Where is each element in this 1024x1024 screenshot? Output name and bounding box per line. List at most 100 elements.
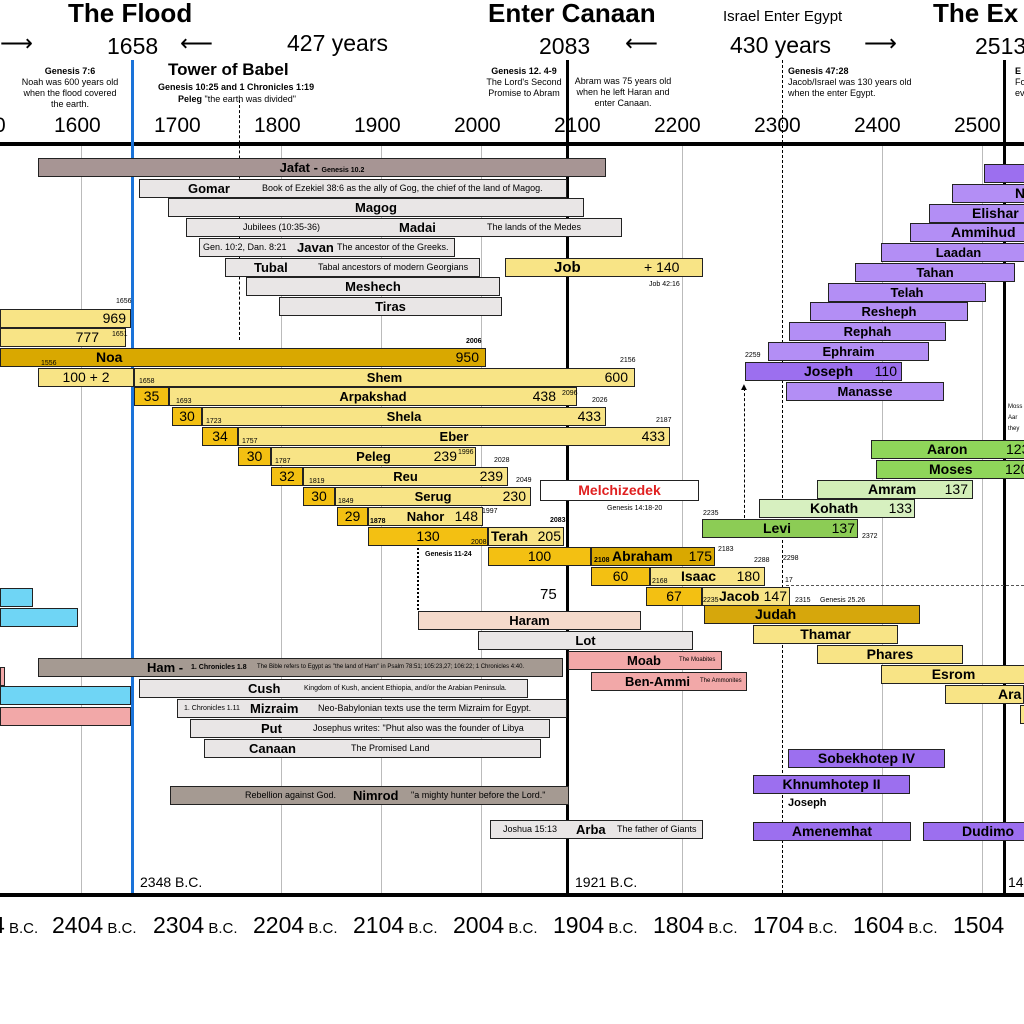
dotted-line [417,548,419,610]
top-axis-label: 1800 [254,114,301,137]
joseph-dashed [744,388,745,518]
exodus-year: 2513 [975,33,1024,59]
bar-arp-pre: 35 [134,387,169,406]
yr-1556: 1556 [41,360,57,367]
bottom-axis-label: 2404 B.C. [52,912,137,938]
bottom-axis-label: 1904 B.C. [553,912,638,938]
bar-cyan-1 [0,588,33,607]
canaan-bc: 1921 B.C. [575,874,638,890]
bar-put: Put Josephus writes: "Phut also was the f… [190,719,550,738]
bar-elishar: Elishar [929,204,1024,223]
bar-nahor-pre: 29 [337,507,368,526]
bar-javan: Gen. 10:2, Dan. 8:21 Javan The ancestor of… [199,238,455,257]
bar-tubal: Tubal Tabal ancestors of modern Georgians [225,258,480,277]
bar-sobekhotep: Sobekhotep IV [788,749,945,768]
bar-terah: Terah 205 [488,527,564,546]
bar-cut [1020,705,1024,724]
bar-lot: Lot [478,631,693,650]
yr-2315: 2315 [795,597,811,604]
bar-reu: Reu 239 [303,467,508,486]
bar-melchizedek: Melchizedek [540,480,699,501]
bar-moses: Moses120 [876,460,1024,479]
bar-abraham-pre: 100 [488,547,591,566]
gridline [281,146,282,893]
bar-phares: Phares [817,645,963,664]
bar-nimrod: Rebellion against God. Nimrod "a mighty hu… [170,786,569,805]
top-axis-label: 2300 [754,114,801,137]
bar-peleg-pre: 30 [238,447,271,466]
bar-ephraim: Ephraim [768,342,929,361]
yr-2049: 2049 [516,477,532,484]
bottom-axis-label: 2204 B.C. [253,912,338,938]
bar-jacob: Jacob 147 [702,587,790,606]
top-axis-label: 2000 [454,114,501,137]
bar-khnumhotep: Khnumhotep II [753,775,910,794]
bar-esrom: Esrom [881,665,1024,684]
bar-noa: Noa 950 [0,348,486,367]
bar-cyan-2 [0,608,78,627]
yr-1819: 1819 [309,478,325,485]
note-jacob: Genesis 47:28 Jacob/Israel was 130 years … [788,66,912,98]
egypt-label: Israel Enter Egypt [723,8,843,25]
seventy-five: 75 [540,586,557,603]
bar-moab: Moab The Moabites [568,651,722,670]
bar-777: 777 [0,328,126,347]
gridline [882,146,883,893]
job-ref: Job 42:16 [649,281,680,288]
yr-1693: 1693 [176,398,192,405]
top-axis-label: 1600 [54,114,101,137]
egypt-dashed-line [782,60,783,893]
bar-meshech: Meshech [246,277,500,296]
bar-jacob-pre: 67 [646,587,702,606]
right-bc: 14 [1008,874,1024,890]
bar-pink-1 [0,667,5,686]
bar-shem: Shem 600 [134,368,635,387]
bar-cyan-3 [0,686,131,705]
yr-1757: 1757 [242,438,258,445]
yr-2187: 2187 [656,417,672,424]
yr-2372: 2372 [862,533,878,540]
up-arrow-icon: ▲ [739,382,749,393]
judah-17: 17 [785,577,793,584]
bar-abraham: Abraham 175 [591,547,715,566]
bottom-axis-label: 4 B.C. [0,912,39,938]
bottom-rule [0,893,1024,897]
note-flood: Genesis 7:6 Noah was 600 years old when t… [21,66,119,109]
bar-serug-pre: 30 [303,487,335,506]
top-axis-label: 1700 [154,114,201,137]
right-arrow-icon: ⟶ [0,30,33,56]
bar-madai: Jubilees (10:35-36) Madai The lands of the… [186,218,622,237]
top-axis-label: 1900 [354,114,401,137]
bottom-axis-label: 2104 B.C. [353,912,438,938]
bar-isaac: Isaac 180 [650,567,765,586]
joseph-label: Joseph [788,797,827,809]
yr-2259: 2259 [745,352,761,359]
yr-2108: 2108 [594,557,610,564]
dashed-horizontal [786,585,1024,586]
bar-thamar: Thamar [753,625,898,644]
bar-cut-purple [984,164,1024,183]
bar-judah: Judah [704,605,920,624]
melch-ref: Genesis 14:18-20 [607,505,663,512]
bar-amram: Amram 137 [817,480,973,499]
bar-joseph: Joseph 110 [745,362,902,381]
bar-cush: Cush Kingdom of Kush, ancient Ethiopia, a… [139,679,528,698]
yr-1723: 1723 [206,418,222,425]
bar-telah: Telah [828,283,986,302]
bar-peleg: Peleg 239 [271,447,476,466]
bar-rephah: Rephah [789,322,946,341]
yr-1651: 1651 [112,331,128,338]
bar-reu-pre: 32 [271,467,303,486]
flood-line [131,60,134,893]
bar-ammihud: Ammihud [910,223,1024,242]
bottom-axis-label: 1504 [953,912,1005,938]
yr-1787: 1787 [275,458,291,465]
bar-isaac-pre: 60 [591,567,650,586]
flood-year: 1658 [107,33,159,59]
note-right: E Fo ev [1015,66,1024,98]
flood-title: The Flood [68,0,193,28]
yr-2008: 2008 [471,539,487,546]
bar-shela-pre: 30 [172,407,202,426]
yr-2026: 2026 [592,397,608,404]
yr-2298: 2298 [783,555,799,562]
